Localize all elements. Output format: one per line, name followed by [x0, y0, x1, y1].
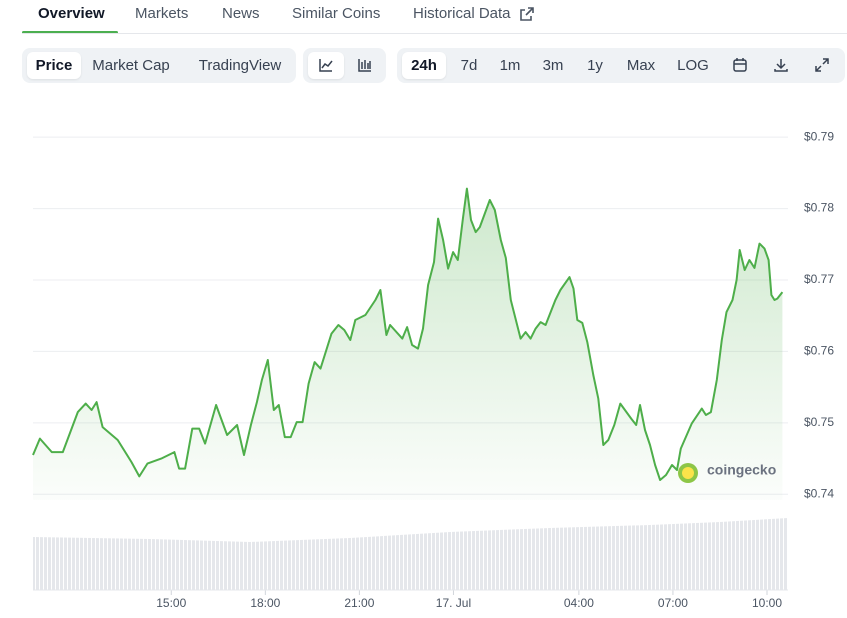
line-chart-button[interactable]: [308, 52, 344, 79]
tab[interactable]: Historical Data: [413, 5, 511, 22]
range-button[interactable]: 1m: [499, 57, 521, 74]
chart-style-toggle: [303, 48, 386, 83]
y-tick-label: $0.77: [804, 272, 834, 286]
x-tick-label: 10:00: [752, 596, 782, 610]
tab[interactable]: Markets: [135, 5, 189, 22]
x-tick-label: 15:00: [156, 596, 186, 610]
watermark-text: coingecko: [707, 462, 776, 478]
range-button[interactable]: 3m: [542, 57, 564, 74]
x-tick-label: 07:00: [658, 596, 688, 610]
tab[interactable]: News: [222, 5, 260, 22]
range-button[interactable]: LOG: [677, 57, 709, 74]
calendar-button[interactable]: [724, 52, 756, 79]
view-button[interactable]: TradingView: [198, 57, 282, 74]
range-button[interactable]: Max: [626, 57, 656, 74]
view-toggle: Price Market Cap TradingView: [22, 48, 296, 83]
price-area: [33, 188, 783, 500]
download-button[interactable]: [765, 52, 797, 79]
candle-chart-button[interactable]: [347, 52, 383, 79]
x-tick-label: 21:00: [344, 596, 374, 610]
y-tick-label: $0.76: [804, 344, 834, 358]
x-tick-label: 18:00: [250, 596, 280, 610]
x-tick-label: 17. Jul: [436, 596, 471, 610]
range-button[interactable]: 24h: [402, 52, 446, 79]
y-tick-label: $0.74: [804, 486, 834, 500]
tab[interactable]: Similar Coins: [292, 5, 381, 22]
range-button[interactable]: 7d: [460, 57, 478, 74]
range-button[interactable]: 1y: [587, 57, 603, 74]
watermark: coingecko: [678, 462, 776, 483]
y-tick-label: $0.75: [804, 415, 834, 429]
active-tab-indicator: [22, 31, 118, 34]
volume-bars: [33, 518, 788, 590]
y-tick-label: $0.79: [804, 129, 834, 143]
view-button[interactable]: Price: [27, 52, 81, 79]
range-toggle: 24h 7d 1m 3m 1y Max LOG: [397, 48, 845, 83]
fullscreen-button[interactable]: [806, 52, 838, 79]
external-link-icon: [520, 7, 534, 21]
view-button[interactable]: Market Cap: [92, 57, 170, 74]
price-line: [32, 187, 784, 481]
y-tick-label: $0.78: [804, 201, 834, 215]
tab[interactable]: Overview: [38, 5, 105, 22]
x-tick-label: 04:00: [564, 596, 594, 610]
divider: [22, 33, 847, 34]
